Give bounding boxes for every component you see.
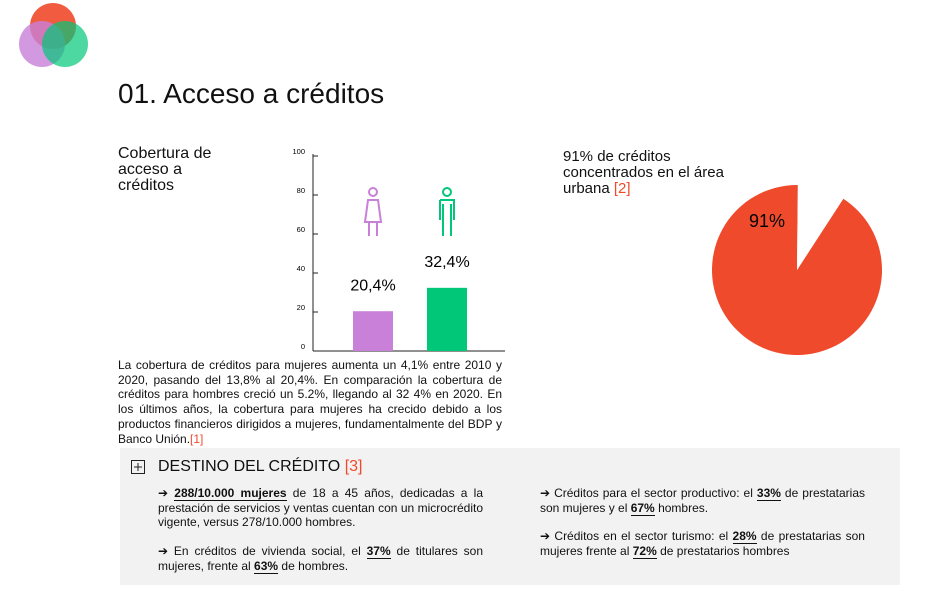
page-title: 01. Acceso a créditos	[118, 78, 385, 109]
logo-circle	[42, 21, 88, 67]
reference: [1]	[190, 431, 204, 446]
box-title-text: DESTINO DEL CRÉDITO	[158, 458, 341, 475]
man-icon	[439, 187, 455, 236]
y-tick-label: 100	[292, 147, 305, 156]
item-text: ➔ Créditos para el sector productivo: el	[540, 486, 757, 500]
highlight: 63%	[254, 558, 279, 574]
box-title: DESTINO DEL CRÉDITO [3]	[158, 458, 363, 476]
item: ➔ Créditos para el sector productivo: el…	[540, 486, 865, 516]
item-text: de titulares son mujeres, frente al	[158, 544, 483, 573]
value-label: 32,4%	[424, 254, 469, 271]
box-icon	[131, 460, 145, 474]
item: ➔ Créditos en el sector turismo: el 28% …	[540, 529, 865, 559]
item-text: de hombres.	[278, 558, 349, 573]
reference: [2]	[613, 180, 631, 197]
item-text: ➔	[158, 486, 175, 500]
value-label: 91%	[749, 211, 785, 231]
highlight: 33%	[756, 486, 781, 501]
y-tick-label: 60	[297, 225, 305, 234]
bar	[427, 287, 467, 351]
reference: [3]	[344, 458, 363, 475]
highlight: 67%	[630, 500, 655, 516]
value-label: 20,4%	[350, 277, 395, 294]
chart-title: Cobertura de acceso a créditos	[118, 145, 212, 194]
info-box	[120, 448, 900, 585]
highlight: 288/10.000 mujeres	[174, 486, 287, 501]
highlight: 28%	[732, 529, 757, 544]
item-text: hombres.	[654, 500, 709, 515]
y-tick-label: 80	[297, 186, 305, 195]
chart-title-text: 91% de créditos concentrados en el área …	[563, 148, 724, 197]
item-text: de 18 a 45 años, dedicadas a la prestaci…	[158, 486, 484, 530]
y-tick-label: 40	[297, 264, 305, 273]
item-text: de prestatarios hombres	[656, 543, 790, 558]
y-tick-label: 20	[297, 303, 305, 312]
pie-slice	[797, 185, 844, 270]
item-text: de prestatarias son mujeres y el	[540, 486, 865, 515]
paragraph: La cobertura de créditos para mujeres au…	[118, 358, 502, 446]
paragraph-text: La cobertura de créditos para mujeres au…	[118, 358, 502, 446]
bar	[353, 311, 393, 351]
pie-slice	[711, 185, 882, 355]
logo	[19, 3, 88, 67]
chart-title: 91% de créditos concentrados en el área …	[563, 149, 733, 197]
woman-icon	[363, 187, 383, 236]
item-text: ➔ Créditos en el sector turismo: el	[540, 529, 733, 543]
highlight: 37%	[366, 544, 391, 559]
item: ➔ En créditos de vivienda social, el 37%…	[158, 544, 483, 574]
item: ➔ 288/10.000 mujeres de 18 a 45 años, de…	[158, 486, 483, 530]
item-text: ➔ En créditos de vivienda social, el	[158, 544, 367, 558]
y-tick-label: 0	[301, 342, 305, 351]
item-text: de prestatarias son mujeres frente al	[540, 529, 865, 558]
highlight: 72%	[632, 543, 657, 559]
